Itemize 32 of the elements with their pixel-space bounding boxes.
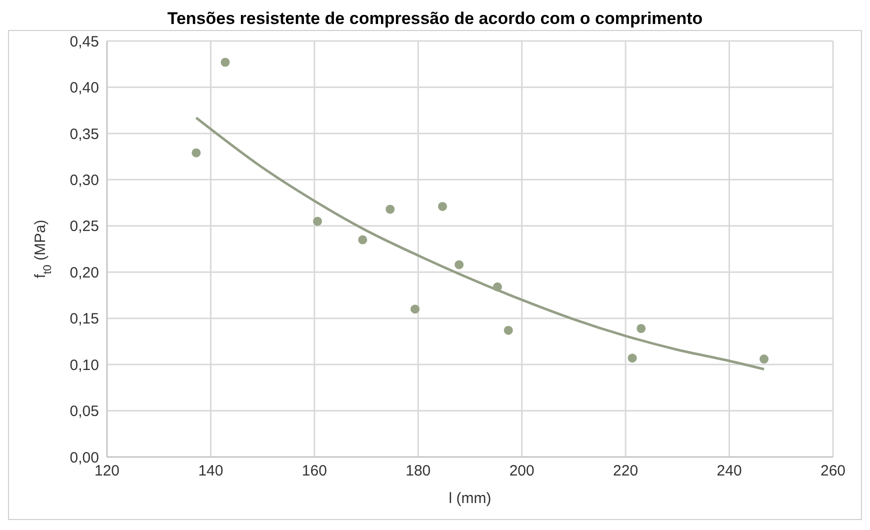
y-tick-label: 0,45	[70, 33, 99, 50]
x-tick-label: 220	[613, 462, 638, 480]
x-axis-title: l (mm)	[448, 490, 492, 507]
point	[760, 354, 769, 364]
point	[220, 58, 230, 67]
x-tick-label: 180	[406, 462, 431, 480]
y-tick-label: 0,15	[70, 310, 99, 328]
point	[504, 326, 513, 335]
point	[438, 202, 448, 211]
y-tick-label: 0,35	[70, 126, 99, 143]
point	[386, 204, 395, 214]
point	[628, 354, 637, 363]
x-tick-label: 140	[198, 462, 224, 480]
point	[454, 260, 464, 270]
point	[636, 324, 646, 334]
point	[358, 235, 368, 244]
y-tick-label: 0,10	[70, 356, 99, 374]
x-tick-label: 160	[302, 462, 327, 480]
x-tick-label: 200	[509, 462, 534, 480]
point	[313, 216, 322, 226]
y-tick-label: 0,25	[70, 218, 99, 236]
y-tick-label: 0,30	[70, 172, 99, 189]
y-tick-label: 0,40	[70, 80, 99, 97]
point	[492, 282, 502, 292]
x-tick-label: 240	[716, 462, 742, 480]
x-tick-label: 260	[820, 462, 846, 480]
point	[410, 304, 420, 314]
line-series	[194, 116, 766, 370]
y-tick-label: 0,20	[70, 264, 99, 282]
y-tick-label: 0,05	[70, 403, 99, 420]
point	[192, 148, 201, 158]
chart-title: Tensões resistente de compressão de acordo com o comprimento	[166, 8, 704, 30]
